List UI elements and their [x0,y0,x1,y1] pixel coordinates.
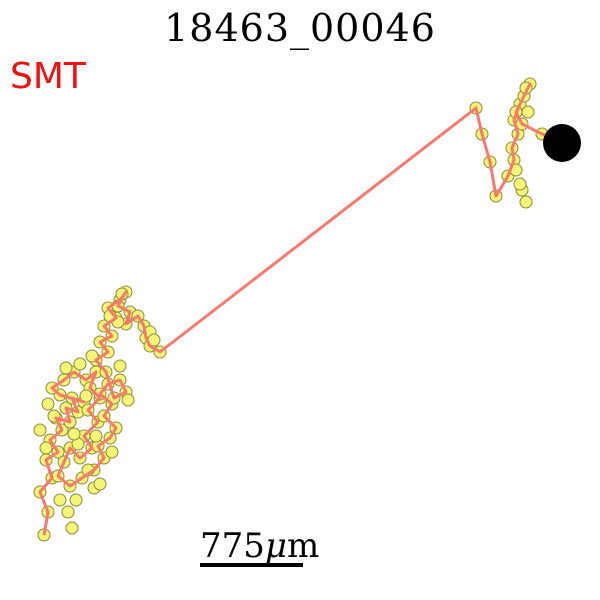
track-point [79,389,93,403]
track-point [59,361,73,375]
method-label: SMT [10,56,86,97]
track-point [53,493,67,507]
track-end-marker [543,124,581,162]
scale-bar-label: 775μm [200,526,340,566]
track-point [93,477,107,491]
scale-bar [200,563,303,567]
track-point [67,427,81,441]
track-point [33,423,47,437]
track-point [41,397,55,411]
track-point [105,445,119,459]
track-point [89,429,103,443]
track-point [513,177,527,191]
track-point [113,359,127,373]
track-point [39,441,53,455]
track-point [121,393,135,407]
track-point [519,195,533,209]
scale-bar-group: 775μm [200,526,340,567]
scale-value: 775 [200,526,265,566]
figure-title: 18463_00046 [164,6,436,50]
scale-unit-symbol: μ [264,526,288,566]
scale-unit-suffix: m [287,526,320,566]
track-point [73,357,87,371]
track-point [521,105,535,119]
track-point [61,505,75,519]
track-path [38,82,563,536]
track-point [69,493,83,507]
track-point [65,521,79,535]
